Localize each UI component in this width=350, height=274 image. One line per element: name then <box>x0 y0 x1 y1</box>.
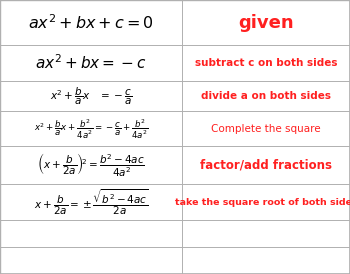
Text: $x+\dfrac{b}{2a}=\pm\dfrac{\sqrt{b^2-4ac}}{2a}$: $x+\dfrac{b}{2a}=\pm\dfrac{\sqrt{b^2-4ac… <box>34 187 148 217</box>
Text: divide a on both sides: divide a on both sides <box>201 91 331 101</box>
Text: given: given <box>238 13 294 32</box>
Text: subtract c on both sides: subtract c on both sides <box>195 58 337 68</box>
Text: take the square root of both sides: take the square root of both sides <box>175 198 350 207</box>
Text: $x^2+\dfrac{b}{a}x+\dfrac{b^2}{4a^2}=-\dfrac{c}{a}+\dfrac{b^2}{4a^2}$: $x^2+\dfrac{b}{a}x+\dfrac{b^2}{4a^2}=-\d… <box>34 117 148 141</box>
Text: factor/add fractions: factor/add fractions <box>200 159 332 172</box>
Text: $x^2 +\dfrac{b}{a}x \quad= -\dfrac{c}{a}$: $x^2 +\dfrac{b}{a}x \quad= -\dfrac{c}{a}… <box>50 85 132 107</box>
Text: Complete the square: Complete the square <box>211 124 321 134</box>
Text: $\mathit{ax^2 + bx + c = 0}$: $\mathit{ax^2 + bx + c = 0}$ <box>28 13 154 32</box>
Text: $\left(x+\dfrac{b}{2a}\right)^{\!2}=\dfrac{b^2-4ac}{4a^2}$: $\left(x+\dfrac{b}{2a}\right)^{\!2}=\dfr… <box>37 152 145 179</box>
Text: $\mathit{ax^2 + bx = -c}$: $\mathit{ax^2 + bx = -c}$ <box>35 54 147 72</box>
